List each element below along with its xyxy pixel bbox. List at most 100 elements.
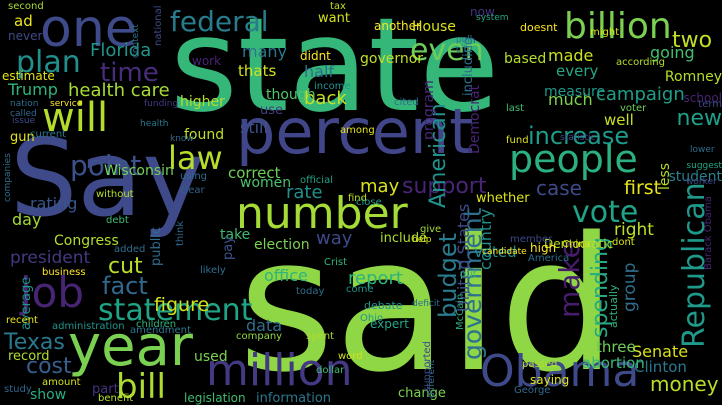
cloud-word: today — [296, 286, 325, 297]
cloud-word: Congress — [54, 233, 119, 249]
cloud-word: high — [530, 241, 557, 255]
cloud-word: time — [100, 58, 159, 88]
cloud-word: benefit — [98, 393, 134, 404]
cloud-word: three — [596, 338, 636, 356]
cloud-word: correct — [228, 164, 281, 182]
cloud-word: right — [614, 220, 654, 240]
cloud-word: made — [548, 46, 594, 65]
cloud-word: last — [506, 103, 525, 114]
cloud-word: candidate — [482, 247, 527, 257]
cloud-word: number — [236, 188, 408, 239]
cloud-word: case — [536, 176, 582, 200]
cloud-word: cost — [26, 354, 72, 379]
cloud-word: another — [374, 19, 421, 33]
cloud-word: now — [470, 5, 495, 19]
cloud-word: know — [170, 134, 194, 144]
cloud-word: fact — [102, 272, 148, 300]
cloud-word: voted — [474, 243, 517, 261]
cloud-word: include — [380, 231, 428, 246]
cloud-word: still — [240, 118, 268, 137]
cloud-word: state — [170, 0, 500, 141]
cloud-word: measure — [544, 84, 606, 100]
cloud-word: may — [360, 176, 400, 197]
cloud-word: used — [194, 349, 228, 365]
cloud-word: going — [650, 43, 695, 62]
cloud-word: governor — [360, 51, 424, 67]
cloud-word: way — [316, 228, 353, 249]
cloud-word: income — [314, 81, 351, 92]
cloud-word: Florida — [90, 40, 152, 61]
cloud-word: show — [30, 387, 67, 403]
cloud-word: Clinton — [634, 358, 687, 376]
cloud-word: change — [398, 386, 446, 401]
cloud-word: funding — [144, 99, 179, 109]
cloud-word: second — [8, 1, 44, 12]
cloud-word: plan — [16, 45, 81, 80]
cloud-word: found — [184, 127, 225, 143]
cloud-word: work — [192, 54, 222, 68]
cloud-word: support — [402, 174, 487, 199]
cloud-word: among — [340, 125, 375, 136]
cloud-word: bill — [116, 367, 166, 405]
cloud-word: doesnt — [520, 21, 558, 34]
cloud-word: expert — [370, 317, 409, 331]
cloud-word: added — [114, 244, 146, 255]
cloud-word: America — [528, 253, 570, 264]
cloud-word: estimate — [2, 69, 55, 83]
cloud-word: amount — [42, 377, 81, 388]
cloud-word: national — [153, 5, 164, 46]
cloud-word: health care — [68, 80, 170, 101]
cloud-word: member — [510, 234, 553, 245]
cloud-word: year — [68, 314, 193, 379]
cloud-word: Romney — [664, 69, 722, 85]
cloud-word: system — [476, 13, 509, 23]
cloud-word: money — [650, 372, 719, 396]
cloud-word: current — [30, 129, 67, 140]
cloud-word: record — [8, 349, 50, 364]
cloud-word: dont — [612, 237, 635, 248]
cloud-word: based — [504, 51, 547, 67]
cloud-word: dollar — [316, 365, 345, 376]
cloud-word: service — [50, 99, 83, 109]
cloud-word: pay — [221, 236, 236, 260]
cloud-word: Wisconsin — [104, 163, 174, 179]
cloud-word: official — [300, 175, 333, 186]
cloud-word: passed — [522, 359, 558, 370]
cloud-word: day — [12, 210, 42, 229]
cloud-word: program — [421, 80, 437, 140]
cloud-word: federal — [170, 5, 269, 38]
cloud-word: China — [562, 239, 591, 250]
cloud-word: Ohio — [360, 313, 384, 324]
cloud-word: debt — [106, 215, 129, 226]
cloud-word: half — [304, 62, 335, 81]
cloud-word: without — [96, 189, 134, 200]
cloud-word: spent — [306, 331, 334, 342]
cloud-word: study — [4, 384, 32, 395]
cloud-word: well — [604, 111, 634, 129]
cloud-word: office — [264, 266, 308, 285]
cloud-word: Say — [10, 117, 205, 240]
cloud-word: public — [149, 226, 164, 266]
cloud-word: come — [346, 284, 374, 295]
cloud-word: using — [180, 171, 208, 182]
cloud-word: school — [683, 91, 722, 105]
cloud-word: suggest — [686, 161, 722, 171]
cloud-word: many — [242, 42, 287, 61]
cloud-word: poll — [456, 35, 473, 45]
cloud-word: worker — [686, 177, 717, 187]
cloud-word: first — [624, 177, 662, 199]
cloud-word: law — [168, 139, 223, 177]
cloud-word: actually — [607, 284, 620, 328]
cloud-word: help — [412, 235, 432, 245]
cloud-word: two — [672, 28, 713, 53]
cloud-word: statistic — [560, 133, 596, 143]
cloud-word: report — [348, 268, 403, 289]
cloud-word: whether — [476, 191, 530, 206]
cloud-word: issue — [12, 116, 36, 126]
cloud-word: context — [131, 24, 141, 58]
cloud-word: give — [420, 224, 442, 235]
cloud-word: use — [260, 103, 284, 118]
cloud-word: billion — [564, 6, 672, 47]
cloud-word: cut — [108, 254, 143, 279]
